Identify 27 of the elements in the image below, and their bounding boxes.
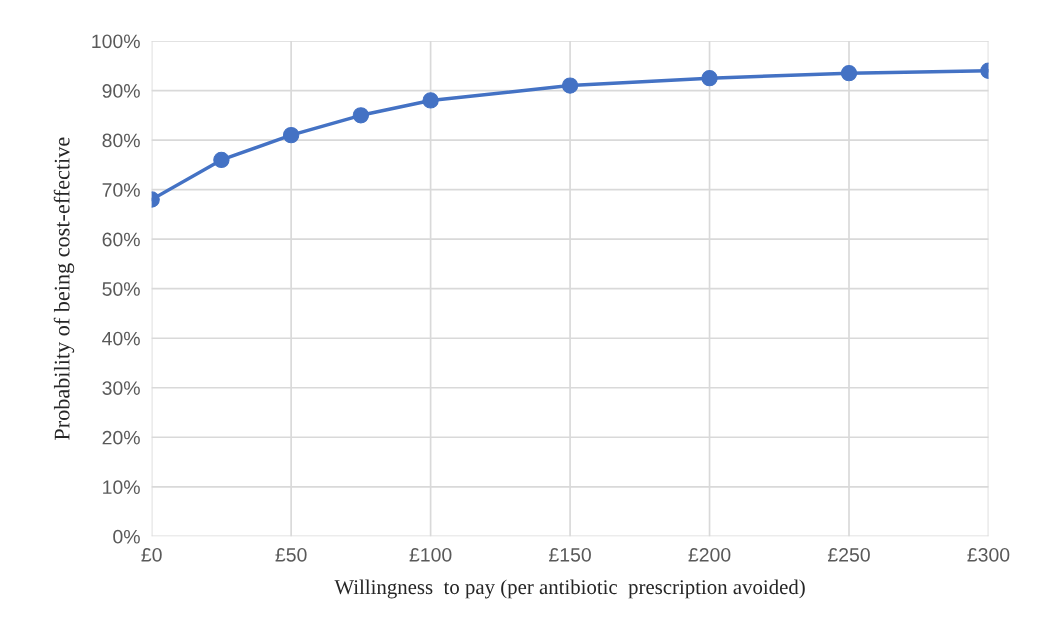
point <box>352 107 370 124</box>
y-tick-label: 70% <box>102 183 140 197</box>
y-tick-label: 0% <box>113 529 140 544</box>
y-tick-label: 30% <box>102 381 140 395</box>
y-tick-label: 80% <box>102 133 140 148</box>
y-tick-label: 90% <box>102 84 140 98</box>
y-tick-label: 40% <box>102 331 140 346</box>
point <box>422 92 439 109</box>
x-tick-label: £50 <box>275 547 307 562</box>
point <box>561 77 579 94</box>
y-tick-label: 50% <box>102 282 140 296</box>
y-tick-label: 20% <box>102 430 140 445</box>
y-tick-label: 100% <box>92 34 140 49</box>
x-tick-label: £200 <box>688 547 731 562</box>
x-tick-label: £300 <box>967 547 1010 562</box>
y-axis-title: Probability of being cost-effective <box>53 137 75 440</box>
x-tick-label: £100 <box>409 547 452 562</box>
point <box>282 126 300 144</box>
y-tick-label: 10% <box>103 480 140 495</box>
point <box>213 151 230 169</box>
point <box>840 65 858 82</box>
y-tick-label: 60% <box>102 232 140 247</box>
x-tick-label: £150 <box>548 547 591 562</box>
x-axis-title: Willingness to pay (per antibiotic prescription avoided) <box>334 579 805 599</box>
x-tick-label: £250 <box>827 547 870 562</box>
point <box>701 70 718 87</box>
x-tick-label: £0 <box>141 547 162 562</box>
